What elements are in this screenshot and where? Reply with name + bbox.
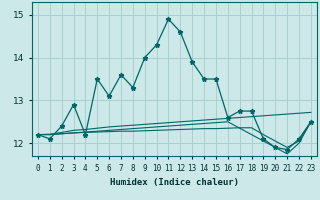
X-axis label: Humidex (Indice chaleur): Humidex (Indice chaleur) xyxy=(110,178,239,187)
